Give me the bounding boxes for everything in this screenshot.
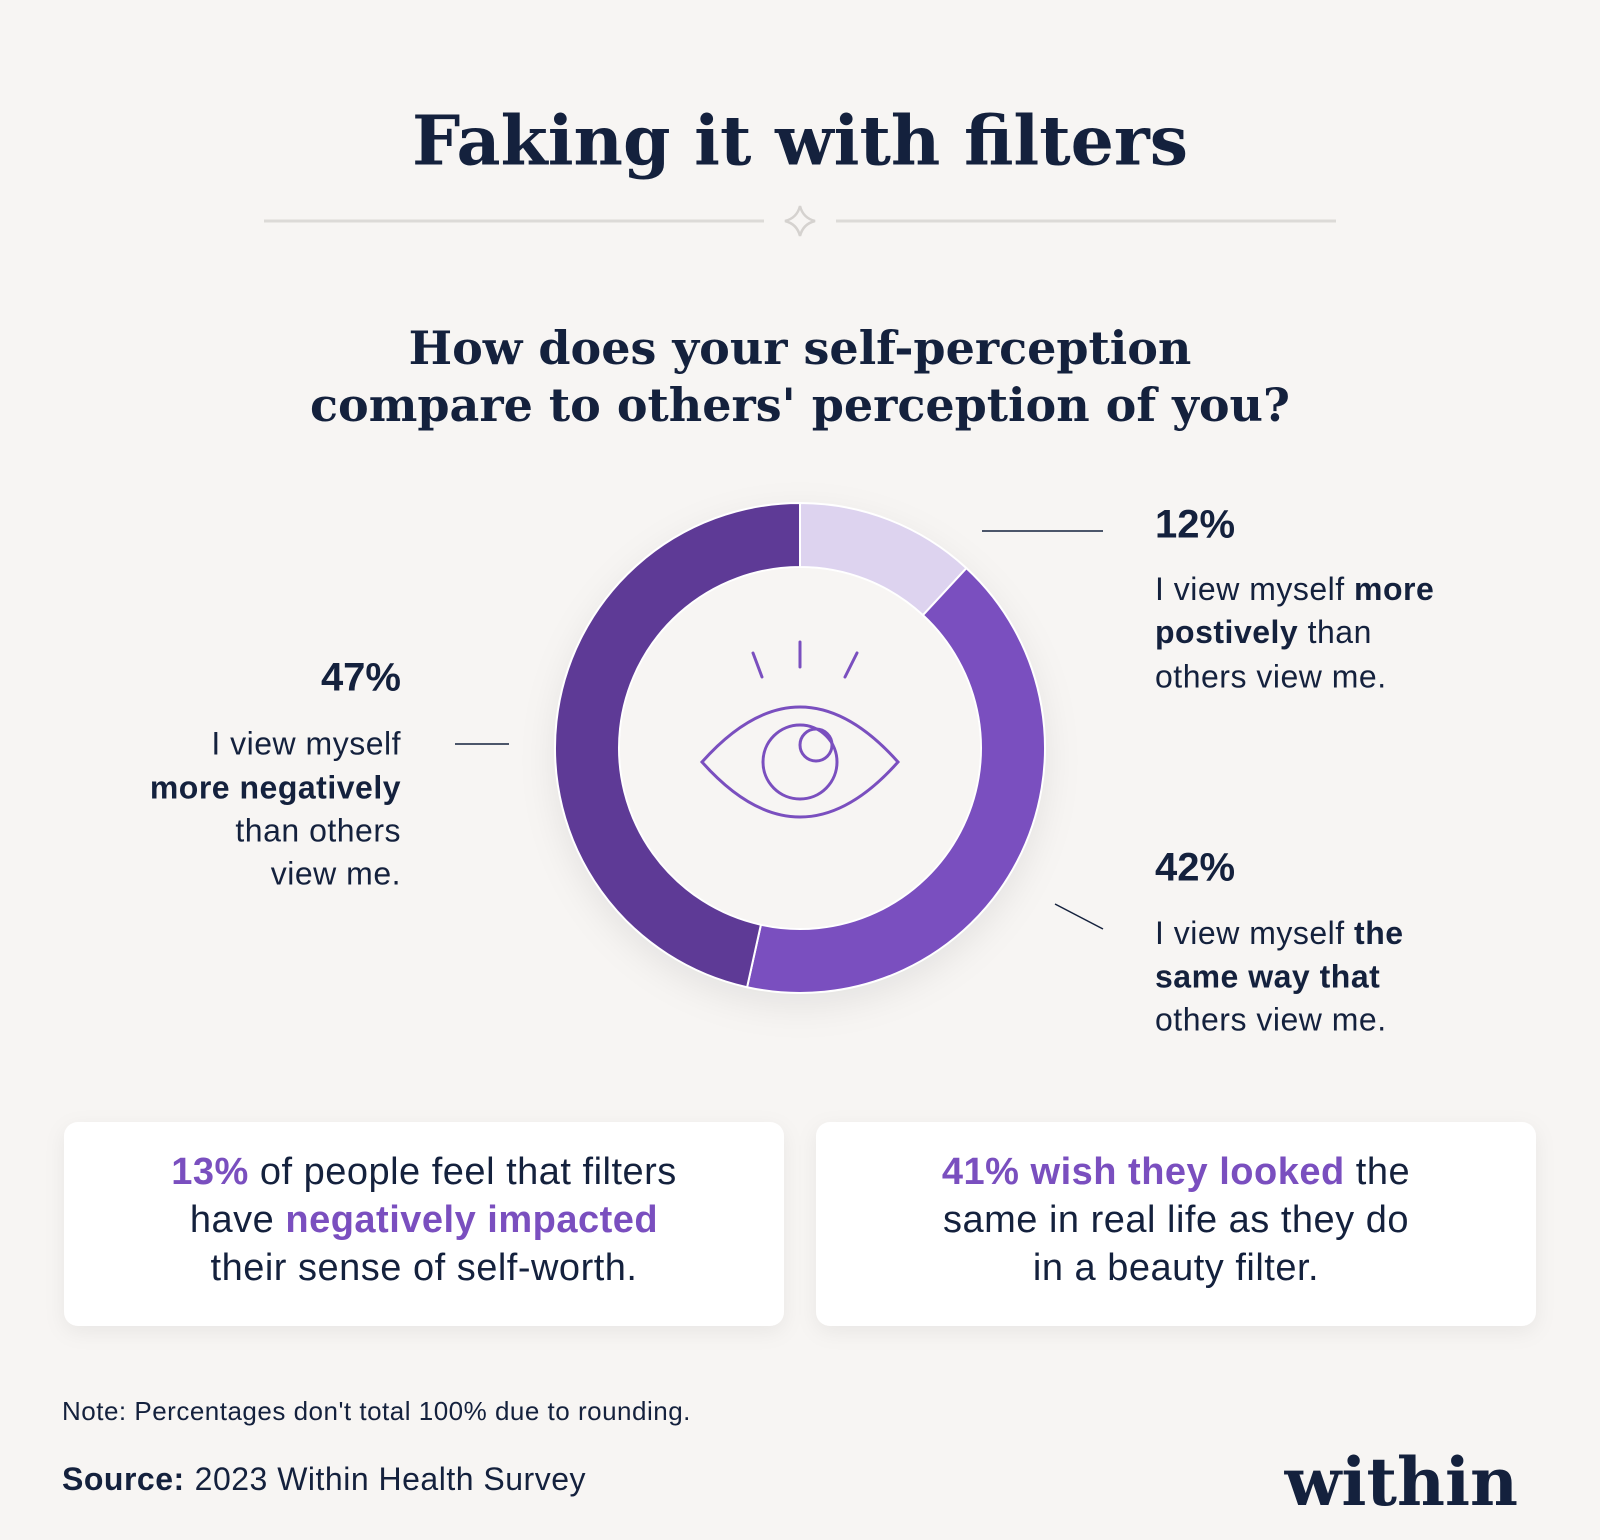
subtitle: How does your self-perception bbox=[409, 321, 1192, 375]
source: Source: 2023 Within Health Survey bbox=[62, 1461, 586, 1497]
card bbox=[64, 1122, 784, 1326]
slice-label: I view myself bbox=[211, 725, 401, 761]
title: Faking it with filters bbox=[412, 102, 1188, 182]
value-label: 42% bbox=[1155, 846, 1235, 890]
card-text: in a beauty filter. bbox=[1033, 1247, 1319, 1289]
card-text: have negatively impacted bbox=[190, 1199, 658, 1241]
subtitle: compare to others' perception of you? bbox=[310, 378, 1290, 432]
card-text: their sense of self-worth. bbox=[211, 1247, 638, 1289]
slice-label: more negatively bbox=[150, 769, 401, 805]
slice-label: same way that bbox=[1155, 958, 1380, 994]
value-label: 47% bbox=[321, 656, 401, 700]
eye-icon bbox=[699, 640, 901, 819]
card-text: 41% wish they looked the bbox=[942, 1151, 1410, 1193]
slice-label: others view me. bbox=[1155, 1001, 1387, 1037]
leader-line bbox=[1054, 903, 1104, 930]
donut-slice bbox=[745, 566, 1046, 994]
slice-label: others view me. bbox=[1155, 658, 1387, 694]
slice-label: than others bbox=[235, 812, 401, 848]
note: Note: Percentages don't total 100% due t… bbox=[62, 1396, 691, 1426]
logo: within bbox=[1284, 1443, 1518, 1521]
divider bbox=[264, 205, 1336, 237]
donut-slice bbox=[554, 501, 801, 989]
card bbox=[816, 1122, 1536, 1326]
slice-label: I view myself the bbox=[1155, 915, 1404, 951]
value-label: 12% bbox=[1155, 503, 1235, 547]
slice-label: postively than bbox=[1155, 614, 1372, 650]
card-text: 13% of people feel that filters bbox=[171, 1151, 677, 1193]
slice-label: view me. bbox=[271, 855, 401, 891]
slice-label: I view myself more bbox=[1155, 571, 1434, 607]
card-text: same in real life as they do bbox=[943, 1199, 1409, 1241]
